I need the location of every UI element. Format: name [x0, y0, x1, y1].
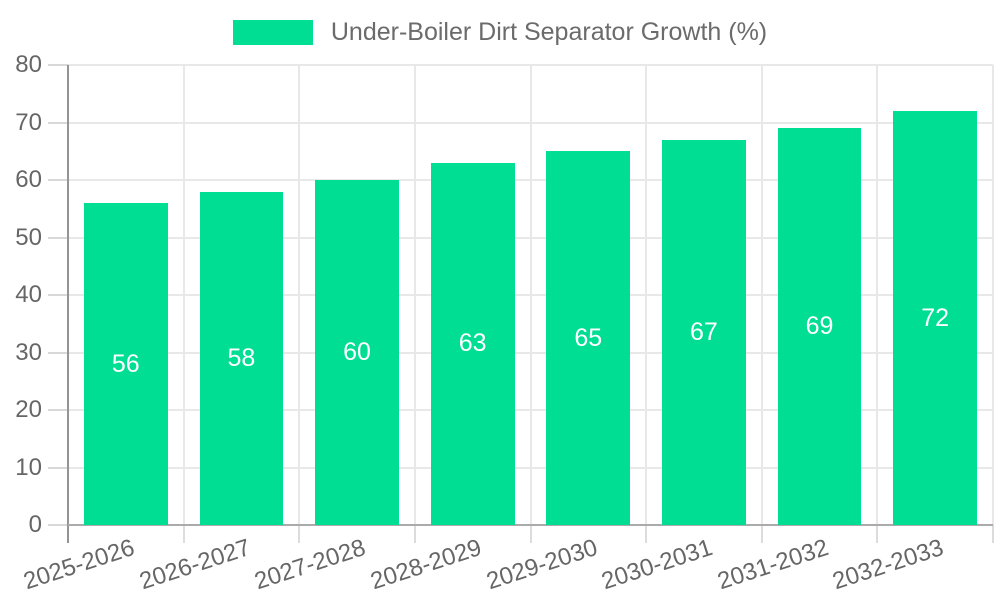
y-tick-70 — [48, 121, 68, 124]
y-axis-label-60: 60 — [15, 166, 42, 193]
y-axis-label-30: 30 — [15, 338, 42, 366]
x-axis-label-2031-2032: 2031-2032 — [714, 534, 832, 596]
y-axis-label-20: 20 — [15, 396, 42, 423]
y-axis-label-70: 70 — [15, 108, 42, 136]
bar-value-label-2026-2027: 58 — [227, 343, 256, 372]
x-gridline-6 — [760, 65, 763, 525]
bar-2031-2032[interactable]: 69 — [777, 128, 862, 525]
y-axis-line — [67, 65, 69, 543]
x-gridline-4 — [529, 65, 532, 525]
bar-value-label-2029-2030: 65 — [574, 323, 603, 352]
y-axis-label-50: 50 — [15, 223, 42, 251]
x-axis-label-2029-2030: 2029-2030 — [482, 534, 601, 596]
x-gridline-2 — [298, 65, 301, 525]
y-axis-label-10: 10 — [15, 453, 42, 481]
x-gridline-1 — [182, 65, 185, 525]
bar-value-label-2028-2029: 63 — [458, 329, 487, 358]
legend[interactable]: Under-Boiler Dirt Separator Growth (%) — [0, 18, 1000, 47]
y-tick-20 — [48, 409, 68, 411]
x-tick-7 — [876, 525, 879, 543]
x-tick-1 — [182, 525, 185, 543]
y-tick-40 — [48, 294, 68, 296]
bar-2032-2033[interactable]: 72 — [893, 111, 978, 525]
bar-2026-2027[interactable]: 58 — [199, 191, 284, 525]
x-axis-label-2027-2028: 2027-2028 — [251, 534, 370, 596]
x-axis-label-2032-2033: 2032-2033 — [829, 534, 948, 596]
y-tick-60 — [48, 179, 68, 181]
bar-value-label-2031-2032: 69 — [805, 312, 834, 341]
x-tick-3 — [413, 525, 416, 543]
x-gridline-3 — [413, 65, 416, 525]
bar-2027-2028[interactable]: 60 — [315, 180, 399, 525]
bar-value-label-2032-2033: 72 — [921, 303, 950, 332]
x-axis-label-2028-2029: 2028-2029 — [367, 534, 485, 596]
bar-value-label-2030-2031: 67 — [690, 317, 718, 346]
x-axis-label-2026-2027: 2026-2027 — [135, 534, 254, 596]
y-tick-80 — [48, 64, 68, 66]
y-axis-label-80: 80 — [15, 51, 42, 78]
y-axis-label-0: 0 — [28, 511, 42, 538]
y-tick-30 — [48, 351, 68, 354]
x-tick-5 — [645, 525, 648, 543]
y-tick-50 — [48, 236, 68, 239]
bar-2029-2030[interactable]: 65 — [546, 151, 631, 525]
bar-2028-2029[interactable]: 63 — [430, 162, 515, 525]
bar-2030-2031[interactable]: 67 — [662, 139, 746, 525]
legend-swatch — [232, 20, 313, 45]
bar-value-label-2025-2026: 56 — [111, 349, 140, 378]
x-gridline-5 — [645, 65, 648, 525]
y-tick-10 — [48, 466, 68, 469]
bar-2025-2026[interactable]: 56 — [83, 203, 168, 525]
x-tick-4 — [529, 525, 532, 543]
legend-label: Under-Boiler Dirt Separator Growth (%) — [330, 18, 768, 46]
bar-value-label-2027-2028: 60 — [343, 338, 371, 366]
y-axis-label-40: 40 — [15, 281, 42, 308]
x-gridline-8 — [992, 65, 994, 525]
x-tick-8 — [992, 525, 994, 543]
x-axis-line — [68, 524, 993, 526]
y-tick-0 — [48, 524, 68, 526]
x-gridline-7 — [876, 65, 879, 525]
x-tick-2 — [298, 525, 301, 543]
x-axis-label-2025-2026: 2025-2026 — [20, 534, 138, 596]
x-axis-label-2030-2031: 2030-2031 — [598, 534, 716, 596]
x-tick-6 — [760, 525, 763, 543]
